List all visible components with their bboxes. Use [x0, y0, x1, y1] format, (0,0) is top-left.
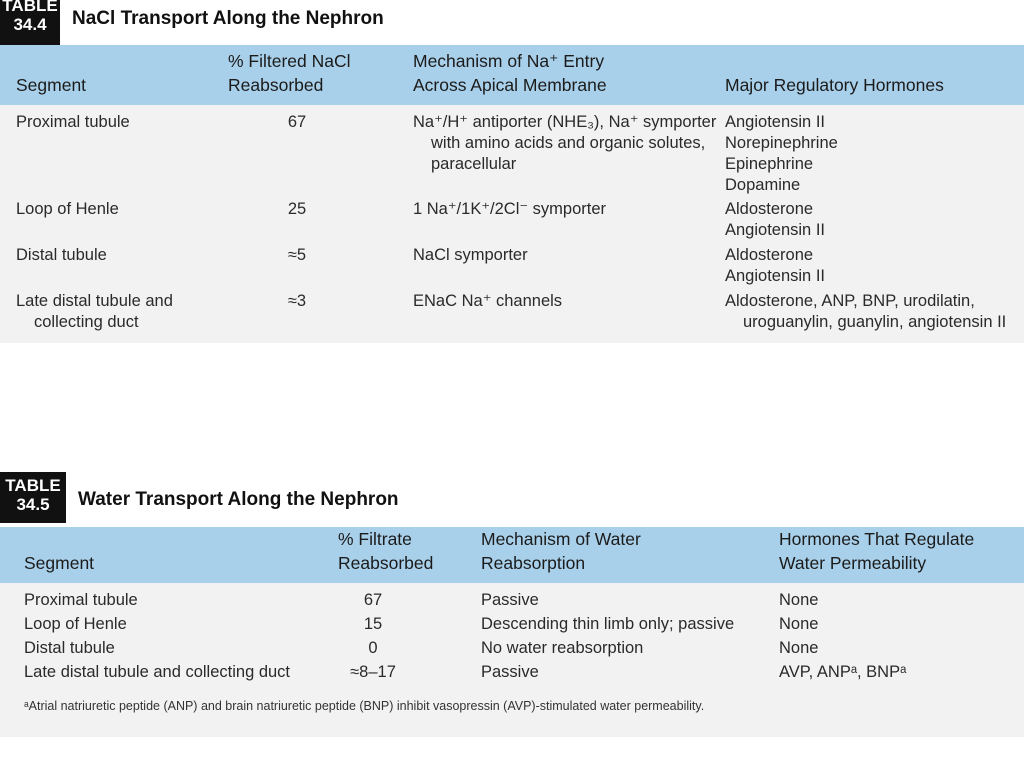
cell: Loop of Henle: [24, 615, 127, 633]
cell: 1 Na⁺/1K⁺/2Cl⁻ symporter: [413, 200, 607, 218]
label-line: TABLE: [2, 0, 58, 15]
cell: Loop of Henle: [16, 200, 119, 218]
cell: AVP, ANPᵃ, BNPᵃ: [779, 663, 907, 681]
cell: Distal tubule: [16, 246, 107, 264]
label-line: 34.4: [13, 15, 47, 34]
cell-line: Angiotensin II: [725, 267, 825, 285]
cell: ≈5: [287, 246, 307, 264]
cell: Proximal tubule: [24, 591, 138, 609]
table-label: TABLE 34.5: [0, 472, 66, 523]
table-title: NaCl Transport Along the Nephron: [72, 8, 384, 29]
table-title: Water Transport Along the Nephron: [78, 489, 399, 510]
label-line: TABLE: [5, 476, 61, 495]
column-header: Across Apical Membrane: [413, 75, 607, 95]
column-header: Water Permeability: [779, 553, 927, 573]
column-header: Major Regulatory Hormones: [725, 75, 944, 95]
cell: Passive: [481, 591, 539, 609]
cell: NaCl symporter: [413, 246, 528, 264]
cell: None: [779, 639, 819, 657]
cell: 0: [368, 639, 378, 657]
cell-line: Angiotensin II: [725, 113, 825, 131]
header-band: [0, 45, 1024, 105]
cell-line: Norepinephrine: [725, 134, 838, 152]
column-header: Reabsorbed: [338, 553, 434, 573]
cell-line: Aldosterone: [725, 200, 814, 218]
footnote: ᵃAtrial natriuretic peptide (ANP) and br…: [24, 699, 705, 713]
column-header: Mechanism of Water: [481, 529, 641, 549]
cell: 67: [363, 591, 383, 609]
cell-line: Aldosterone: [725, 246, 814, 264]
cell-line: Epinephrine: [725, 155, 814, 173]
cell: ENaC Na⁺ channels: [413, 292, 563, 310]
cell: Proximal tubule: [16, 113, 130, 131]
column-header: Hormones That Regulate: [779, 529, 975, 549]
column-header: Segment: [16, 75, 87, 95]
body-band: [0, 583, 1024, 737]
column-header: Segment: [24, 553, 95, 573]
cell: Aldosterone, ANP, BNP, urodilatin, urogu…: [725, 292, 1007, 331]
cell: Descending thin limb only; passive: [481, 615, 735, 633]
cell: Distal tubule: [24, 639, 115, 657]
cell: ≈3: [287, 292, 307, 310]
cell-line: Angiotensin II: [725, 221, 825, 239]
cell: None: [779, 615, 819, 633]
cell: 67: [287, 113, 307, 131]
column-header: % Filtrate: [338, 529, 412, 549]
cell: 15: [363, 615, 383, 633]
table-label: TABLE 34.4: [0, 0, 60, 45]
column-header: Reabsorbed: [228, 75, 324, 95]
header-band: [0, 527, 1024, 583]
column-header: Mechanism of Na⁺ Entry: [413, 51, 605, 71]
column-header: Reabsorption: [481, 553, 586, 573]
cell: Passive: [481, 663, 539, 681]
cell-line: Dopamine: [725, 176, 801, 194]
cell: No water reabsorption: [481, 639, 644, 657]
cell: None: [779, 591, 819, 609]
label-line: 34.5: [16, 495, 50, 514]
cell: Na⁺/H⁺ antiporter (NHE₃), Na⁺ symporter …: [413, 113, 717, 173]
cell: Late distal tubule and collecting duct: [24, 663, 291, 681]
body-band: [0, 105, 1024, 343]
cell: ≈8–17: [350, 663, 396, 681]
cell: 25: [287, 200, 307, 218]
cell: Late distal tubule and collecting duct: [16, 292, 173, 331]
column-header: % Filtered NaCl: [228, 51, 351, 71]
